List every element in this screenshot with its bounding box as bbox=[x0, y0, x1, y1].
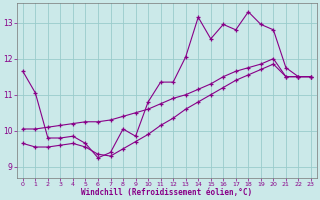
X-axis label: Windchill (Refroidissement éolien,°C): Windchill (Refroidissement éolien,°C) bbox=[81, 188, 252, 197]
